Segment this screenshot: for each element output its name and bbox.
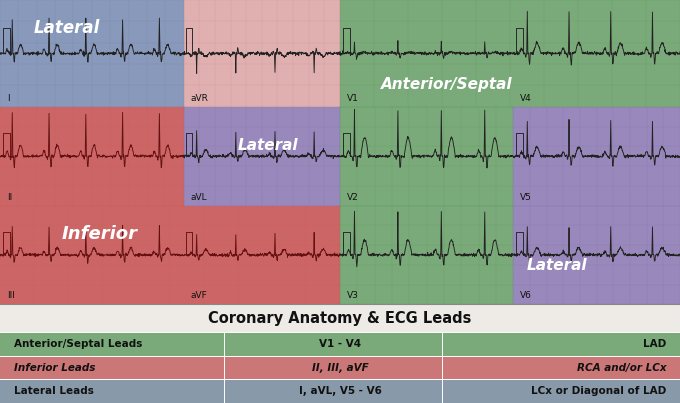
Bar [0,107,184,206]
Text: V5: V5 [520,193,532,202]
Text: Inferior: Inferior [61,225,137,243]
Bar [513,206,680,304]
Text: II, III, aVF: II, III, aVF [311,363,369,373]
Text: Lateral Leads: Lateral Leads [14,386,93,396]
Text: V1: V1 [347,94,358,103]
Text: Inferior Leads: Inferior Leads [14,363,95,373]
Bar [340,0,680,107]
Text: RCA and/or LCx: RCA and/or LCx [577,363,666,373]
Bar [184,107,340,206]
Text: aVL: aVL [190,193,207,202]
Text: V6: V6 [520,291,532,300]
Text: LAD: LAD [643,339,666,349]
Bar [184,0,340,107]
Text: Anterior/Septal Leads: Anterior/Septal Leads [14,339,142,349]
Bar [340,107,513,206]
Text: LCx or Diagonal of LAD: LCx or Diagonal of LAD [531,386,666,396]
Bar [0,332,680,356]
Bar [340,206,513,304]
Text: I, aVL, V5 - V6: I, aVL, V5 - V6 [299,386,381,396]
Text: aVF: aVF [190,291,207,300]
Bar [0,0,184,107]
Bar [513,107,680,206]
Text: Coronary Anatomy & ECG Leads: Coronary Anatomy & ECG Leads [208,311,472,326]
Text: II: II [7,193,12,202]
Text: I: I [7,94,10,103]
Text: Lateral: Lateral [34,19,101,37]
Text: Lateral: Lateral [527,258,588,274]
Bar [0,380,680,403]
Text: Lateral: Lateral [238,137,299,153]
Bar [0,206,340,304]
Text: V4: V4 [520,94,532,103]
Text: III: III [7,291,15,300]
Bar [0,356,680,380]
Text: V3: V3 [347,291,358,300]
Bar [0,304,680,332]
Text: Anterior/Septal: Anterior/Septal [381,77,513,92]
Text: aVR: aVR [190,94,208,103]
Text: V2: V2 [347,193,358,202]
Text: V1 - V4: V1 - V4 [319,339,361,349]
